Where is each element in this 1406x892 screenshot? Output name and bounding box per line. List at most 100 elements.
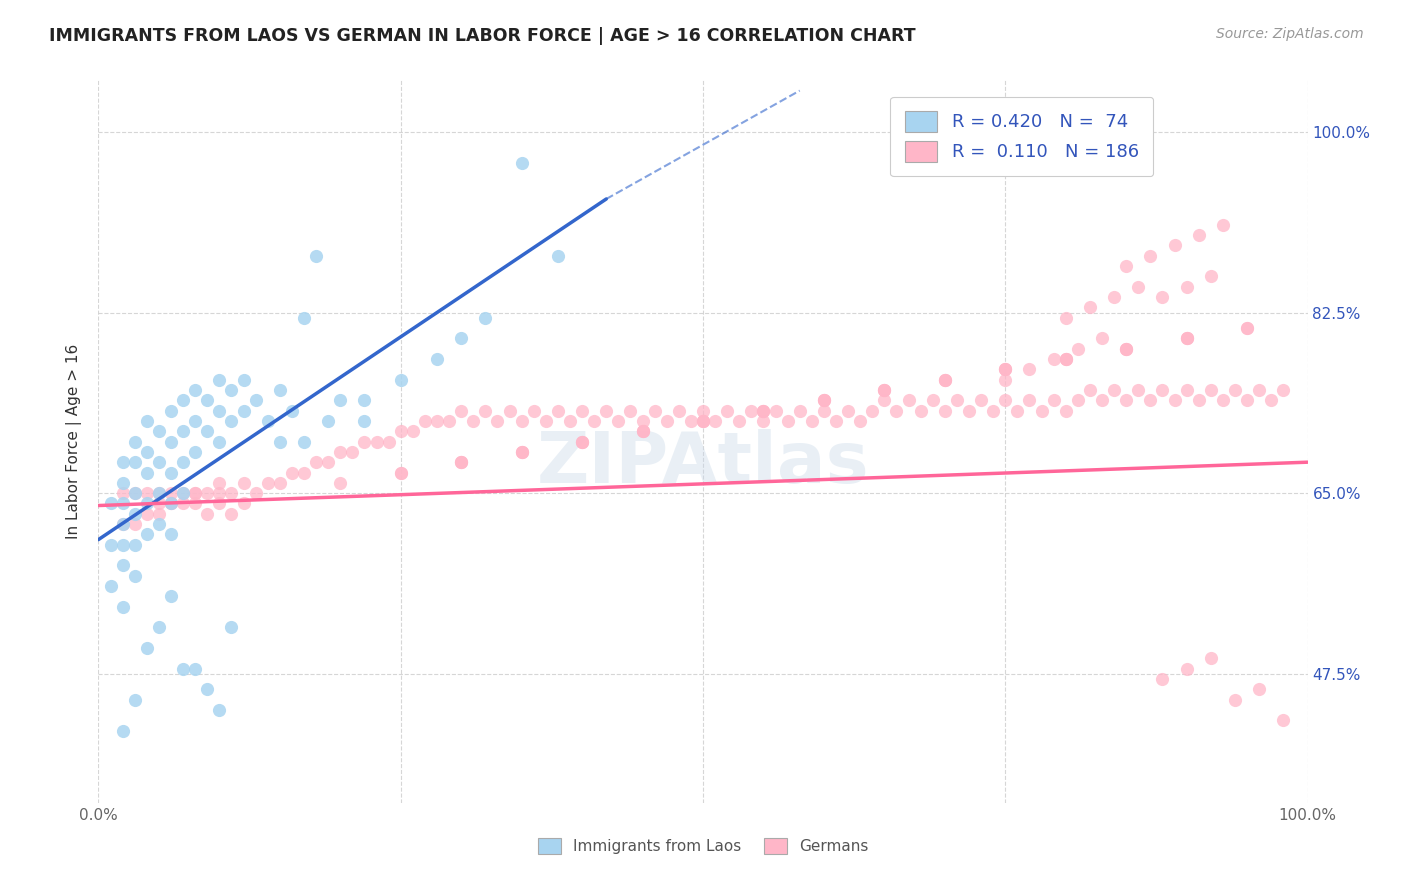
Point xyxy=(728,414,751,428)
Point xyxy=(221,383,243,397)
Point xyxy=(305,455,328,469)
Point xyxy=(1175,331,1198,345)
Point xyxy=(1128,383,1150,397)
Point xyxy=(316,414,339,428)
Point xyxy=(1163,393,1185,408)
Point xyxy=(148,517,170,532)
Point xyxy=(148,424,170,438)
Point xyxy=(245,393,267,408)
Point xyxy=(752,403,775,417)
Point xyxy=(148,507,170,521)
Point xyxy=(486,414,509,428)
Point xyxy=(221,620,243,634)
Point xyxy=(389,424,412,438)
Point xyxy=(135,445,157,459)
Point xyxy=(292,466,315,480)
Point xyxy=(813,393,835,408)
Point xyxy=(111,496,134,510)
Point xyxy=(172,662,194,676)
Point xyxy=(619,403,641,417)
Text: ZIPAtlas: ZIPAtlas xyxy=(537,429,869,498)
Point xyxy=(583,414,606,428)
Point xyxy=(1031,403,1053,417)
Point xyxy=(208,475,231,490)
Point xyxy=(1115,393,1137,408)
Point xyxy=(474,310,496,325)
Point xyxy=(752,403,775,417)
Point xyxy=(1152,672,1174,686)
Point xyxy=(510,156,533,170)
Point xyxy=(740,403,762,417)
Point xyxy=(957,403,980,417)
Point xyxy=(184,383,207,397)
Point xyxy=(135,496,157,510)
Point xyxy=(135,466,157,480)
Point xyxy=(692,414,714,428)
Point xyxy=(1249,682,1271,697)
Point xyxy=(1115,259,1137,273)
Point xyxy=(1260,393,1282,408)
Point xyxy=(1007,403,1029,417)
Point xyxy=(1175,662,1198,676)
Point xyxy=(994,362,1017,376)
Point xyxy=(148,486,170,500)
Point xyxy=(111,599,134,614)
Point xyxy=(1042,393,1064,408)
Point xyxy=(558,414,581,428)
Point xyxy=(232,496,254,510)
Point xyxy=(195,486,218,500)
Point xyxy=(292,434,315,449)
Point xyxy=(450,331,472,345)
Point xyxy=(1163,238,1185,252)
Point xyxy=(245,486,267,500)
Point xyxy=(111,486,134,500)
Point xyxy=(523,403,546,417)
Point xyxy=(631,424,654,438)
Point xyxy=(135,527,157,541)
Point xyxy=(1175,279,1198,293)
Point xyxy=(111,517,134,532)
Point xyxy=(366,434,388,449)
Point xyxy=(450,455,472,469)
Point xyxy=(1054,310,1077,325)
Point xyxy=(510,445,533,459)
Point xyxy=(124,538,146,552)
Point xyxy=(1188,228,1211,243)
Point xyxy=(111,455,134,469)
Point xyxy=(1199,383,1222,397)
Point xyxy=(148,486,170,500)
Point xyxy=(921,393,943,408)
Point xyxy=(547,403,569,417)
Point xyxy=(644,403,666,417)
Text: IMMIGRANTS FROM LAOS VS GERMAN IN LABOR FORCE | AGE > 16 CORRELATION CHART: IMMIGRANTS FROM LAOS VS GERMAN IN LABOR … xyxy=(49,27,915,45)
Point xyxy=(994,362,1017,376)
Point xyxy=(813,393,835,408)
Point xyxy=(450,403,472,417)
Point xyxy=(353,434,375,449)
Point xyxy=(1018,362,1040,376)
Point xyxy=(631,414,654,428)
Point xyxy=(1175,331,1198,345)
Point xyxy=(208,486,231,500)
Point xyxy=(208,703,231,717)
Point xyxy=(1152,383,1174,397)
Point xyxy=(571,434,593,449)
Point xyxy=(571,434,593,449)
Point xyxy=(1139,393,1161,408)
Point xyxy=(111,517,134,532)
Point xyxy=(897,393,920,408)
Point xyxy=(692,403,714,417)
Point xyxy=(232,475,254,490)
Point xyxy=(195,393,218,408)
Point xyxy=(813,393,835,408)
Point xyxy=(1236,321,1258,335)
Point xyxy=(329,445,352,459)
Point xyxy=(981,403,1004,417)
Point xyxy=(232,403,254,417)
Point xyxy=(463,414,485,428)
Point xyxy=(172,486,194,500)
Point xyxy=(281,403,304,417)
Point xyxy=(305,249,328,263)
Point xyxy=(571,403,593,417)
Text: Source: ZipAtlas.com: Source: ZipAtlas.com xyxy=(1216,27,1364,41)
